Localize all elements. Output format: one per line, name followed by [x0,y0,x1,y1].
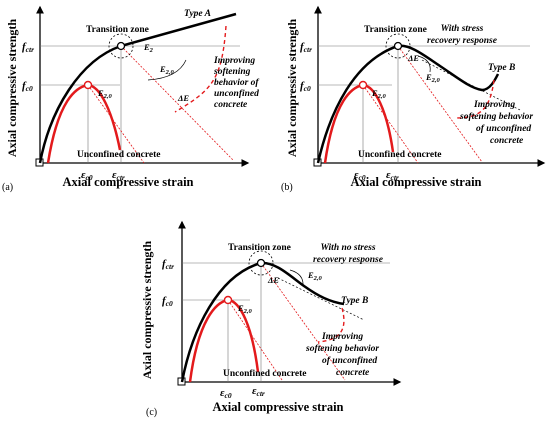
svg-text:concrete: concrete [490,136,524,146]
panel-b-unloading-line [362,84,419,164]
panel-c-type-label: Type B [341,296,368,306]
panel-c-transition-label: Transition zone [228,243,291,253]
panel-c-confined-curve [180,261,345,383]
panel-a-fc0-label: fc0 [22,80,33,93]
panel-b-confined-curve [316,44,500,164]
panel-c-ectr-label: εctr [252,385,265,398]
svg-text:recovery response: recovery response [313,255,384,265]
panel-c-fctr-label: fctr [162,258,174,271]
panel-b-e20b-label: E2,0 [371,88,387,100]
panel-a-y-axis-label: Axial compressive strength [5,19,19,158]
panel-b-fctr-label: fctr [300,41,312,54]
svg-text:softening behavior: softening behavior [305,344,379,354]
panel-b-ectr-label: εctr [386,169,399,182]
svg-text:concrete: concrete [336,368,370,378]
panel-c: (c) Axial compressive strength Axial com… [140,220,402,418]
panel-a-type-label: Type A [184,9,211,19]
svg-text:softening: softening [213,67,251,77]
panel-a-delta-e-label: ΔE [177,93,189,103]
panel-c-y-axis-label: Axial compressive strength [140,241,154,380]
svg-text:unconfined: unconfined [214,89,259,99]
panel-c-e20b-label: E2,0 [237,303,253,315]
svg-text:Improving: Improving [321,332,363,342]
panel-b-peak-point [358,80,368,90]
svg-text:With no stress: With no stress [320,243,375,253]
panel-b-label: (b) [281,182,293,193]
panel-a-transition-unloading-line [120,45,234,161]
panel-b-transition-label: Transition zone [364,25,427,35]
panel-a-ec0-label: εc0 [81,169,93,182]
panel-b-delta-e-label: ΔE [407,53,419,63]
panel-a-improving-curve [174,25,227,113]
panel-b-transition-zone-circle [385,33,411,59]
panel-c-e20-label: E2,0 [307,270,323,282]
panel-c-delta-e-label: ΔE [267,275,279,285]
panel-b-transition-point [393,41,403,51]
panel-b: (b) Axial compressive strength Axial com… [281,5,546,193]
panel-b-response-note: With stress recovery response [427,24,498,46]
panel-b-improving-note: Improving softening behavior of unconfin… [459,100,533,146]
svg-text:softening behavior: softening behavior [459,112,533,122]
panel-b-e20-label: E2,0 [425,72,441,84]
panel-b-delta-e-arc [417,55,431,73]
panel-c-peak-point [223,295,233,305]
panel-a-transition-point [116,41,126,51]
panel-c-response-note: With no stress recovery response [313,243,384,265]
panel-c-improving-curve [317,307,345,343]
svg-text:recovery response: recovery response [427,36,498,46]
panel-a-improving-note: Improving softening behavior of unconfin… [213,56,259,110]
panel-b-ec0-label: εc0 [354,169,366,182]
panel-a-transition-label: Transition zone [86,25,149,35]
panel-a-e2-label: E2 [143,42,154,54]
svg-text:Improving: Improving [213,56,255,66]
panel-b-transition-unloading-line [397,45,483,163]
panel-a-unconfined-label: Unconfined concrete [77,150,160,160]
panel-a-e20b-label: E2,0 [97,88,113,100]
svg-text:of unconfined: of unconfined [476,124,531,134]
panel-c-fc0-label: fc0 [162,295,173,308]
panel-c-transition-unloading-line [260,262,346,381]
panel-a-label: (a) [2,182,13,193]
svg-text:of unconfined: of unconfined [322,356,377,366]
panel-b-improving-curve [454,79,495,119]
svg-text:behavior of: behavior of [214,78,259,88]
panel-c-transition-point [256,258,266,268]
panel-b-type-label: Type B [488,63,515,73]
panel-a: (a) Axial compressive strength Axial com… [2,5,259,193]
panel-c-ec0-label: εc0 [220,387,232,400]
panel-a-x-axis-label: Axial compressive strain [62,175,193,189]
panel-a-ectr-label: εctr [112,169,125,182]
panel-a-peak-point [83,80,93,90]
panel-c-unconfined-label: Unconfined concrete [223,369,306,379]
svg-text:With stress: With stress [441,24,484,34]
panel-a-delta-e-arc [147,59,187,81]
panel-c-improving-note: Improving softening behavior of unconfin… [305,332,379,378]
panel-a-confined-curve [38,12,237,164]
panel-c-label: (c) [146,407,157,418]
panel-a-transition-zone-circle [108,33,134,59]
svg-text:concrete: concrete [214,100,248,110]
panel-a-e20-label: E2,0 [159,64,175,76]
panel-c-unloading-line [227,299,283,381]
panel-b-unconfined-label: Unconfined concrete [358,150,441,160]
panel-c-delta-e-arc [289,269,304,287]
panel-b-x-axis-label: Axial compressive strain [350,175,481,189]
panel-b-y-axis-label: Axial compressive strength [285,19,299,158]
panel-a-fctr-label: fctr [22,41,34,54]
panel-b-fc0-label: fc0 [300,80,311,93]
panel-c-x-axis-label: Axial compressive strain [212,400,343,414]
svg-text:Improving: Improving [473,100,515,110]
panel-c-transition-zone-circle [248,250,274,276]
